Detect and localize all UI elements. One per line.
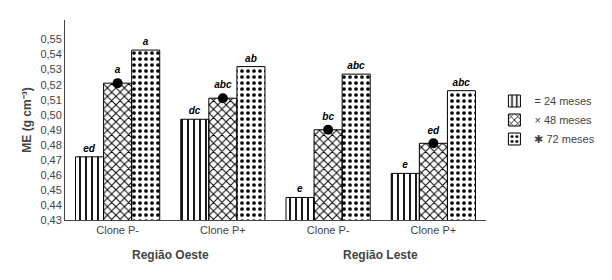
svg-text:0,51: 0,51 [40, 94, 61, 106]
svg-text:0,52: 0,52 [40, 79, 61, 91]
svg-text:ME (g cm⁻³): ME (g cm⁻³) [20, 87, 34, 152]
svg-text:0,50: 0,50 [40, 109, 61, 121]
svg-text:abc: abc [347, 60, 365, 71]
svg-text:0,45: 0,45 [40, 184, 61, 196]
svg-text:a: a [115, 64, 121, 75]
svg-text:0,43: 0,43 [40, 214, 61, 226]
svg-text:ab: ab [245, 53, 257, 64]
svg-text:✱ 72 meses: ✱ 72 meses [534, 133, 594, 145]
svg-text:ed: ed [83, 143, 96, 154]
svg-text:0,47: 0,47 [40, 154, 61, 166]
svg-text:0,46: 0,46 [40, 169, 61, 181]
svg-text:0,53: 0,53 [40, 63, 61, 75]
svg-text:ed: ed [428, 125, 441, 136]
svg-text:= 24 meses: = 24 meses [534, 95, 592, 107]
svg-text:Região Leste: Região Leste [343, 248, 418, 262]
svg-text:abc: abc [214, 79, 232, 90]
svg-text:Região Oeste: Região Oeste [132, 248, 209, 262]
svg-text:e: e [402, 159, 408, 170]
svg-text:Clone P-: Clone P- [96, 224, 139, 236]
svg-text:Clone P-: Clone P- [307, 224, 350, 236]
svg-text:0,48: 0,48 [40, 139, 61, 151]
svg-text:e: e [297, 183, 303, 194]
svg-text:0,49: 0,49 [40, 124, 61, 136]
svg-text:abc: abc [453, 77, 471, 88]
svg-text:Clone P+: Clone P+ [411, 224, 457, 236]
svg-text:0,44: 0,44 [40, 199, 61, 211]
svg-text:dc: dc [189, 105, 201, 116]
svg-text:× 48 meses: × 48 meses [534, 114, 592, 126]
svg-text:a: a [143, 36, 149, 47]
svg-text:0,55: 0,55 [40, 33, 61, 45]
svg-text:Clone P+: Clone P+ [200, 224, 246, 236]
svg-text:0,54: 0,54 [40, 48, 61, 60]
svg-text:bc: bc [322, 111, 334, 122]
